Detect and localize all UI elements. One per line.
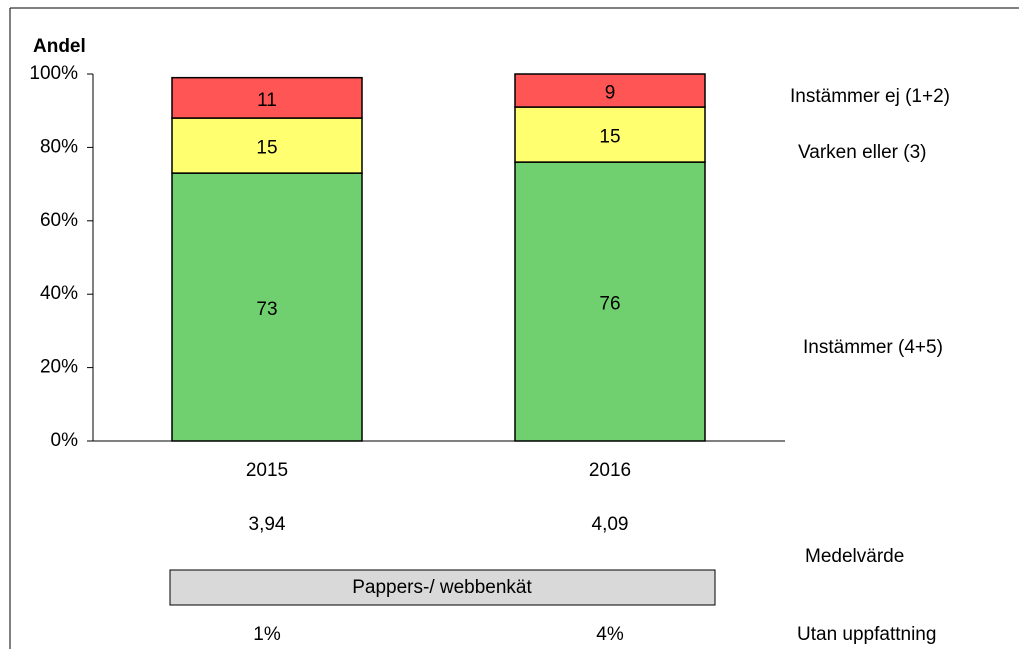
bar-segment <box>514 161 706 442</box>
value-label: 76 <box>599 294 620 315</box>
legend-label: Instämmer ej (1+2) <box>790 86 950 107</box>
y-tick-label: 80% <box>40 136 78 157</box>
legend-label: Instämmer (4+5) <box>803 337 943 358</box>
value-label: 15 <box>599 127 620 148</box>
y-tick-label: 60% <box>40 210 78 231</box>
bar-segment <box>171 172 363 442</box>
mean-value: 3,94 <box>249 514 286 535</box>
method-box <box>169 569 716 606</box>
x-tick-label: 2015 <box>246 460 288 481</box>
y-tick-label: 0% <box>51 430 79 451</box>
y-tick-label: 20% <box>40 357 78 378</box>
method-box-label: Pappers-/ webbenkät <box>352 577 532 598</box>
x-tick-label: 2016 <box>589 460 631 481</box>
value-label: 15 <box>256 138 277 159</box>
value-label: 73 <box>256 299 277 320</box>
legend-label: Varken eller (3) <box>798 142 926 163</box>
mean-value: 4,09 <box>592 514 629 535</box>
row-label: Utan uppfattning <box>797 624 936 645</box>
bar-segment <box>171 76 363 119</box>
value-label: 11 <box>257 90 277 111</box>
row-label: Medelvärde <box>805 546 904 567</box>
value-label: 9 <box>605 83 616 104</box>
y-tick-label: 100% <box>29 63 78 84</box>
y-tick-label: 40% <box>40 283 78 304</box>
bar-segment <box>514 106 706 163</box>
bar-segment <box>514 73 706 108</box>
no-opinion-value: 4% <box>596 624 624 645</box>
bar-segment <box>171 117 363 174</box>
no-opinion-value: 1% <box>253 624 281 645</box>
y-axis-label: Andel <box>33 36 86 57</box>
